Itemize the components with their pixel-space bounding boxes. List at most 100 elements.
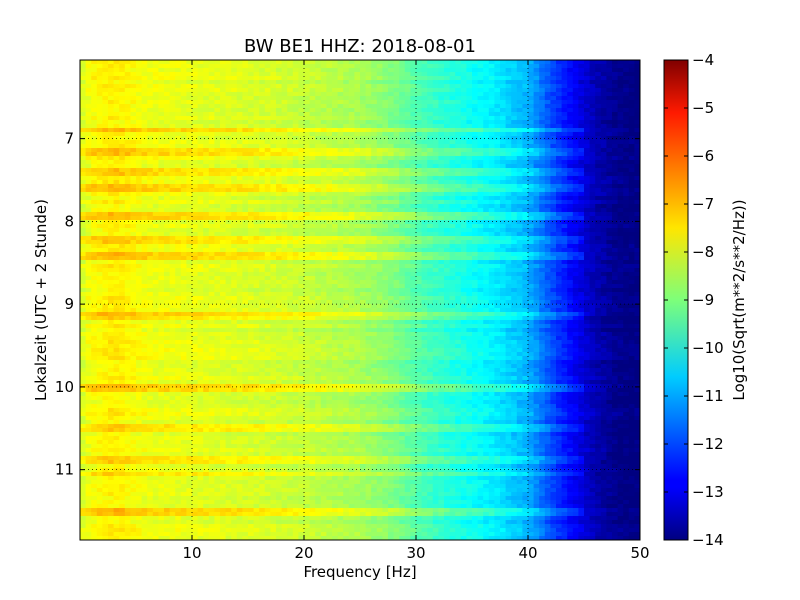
heatmap-cell [561,96,568,101]
heatmap-cell [130,124,137,129]
heatmap-cell [124,108,131,113]
heatmap-cell [337,116,344,121]
heatmap-cell [108,232,115,237]
heatmap-cell [141,232,148,237]
heatmap-cell [572,168,579,173]
heatmap-cell [444,84,451,89]
heatmap-cell [589,180,596,185]
heatmap-cell [421,200,428,205]
heatmap-cell [225,248,232,253]
heatmap-cell [494,72,501,77]
heatmap-cell [393,120,400,125]
heatmap-cell [214,152,221,157]
heatmap-cell [136,244,143,249]
heatmap-cell [539,104,546,109]
heatmap-cell [248,68,255,73]
heatmap-cell [528,180,535,185]
heatmap-cell [539,96,546,101]
heatmap-cell [326,192,333,197]
heatmap-cell [96,80,103,85]
heatmap-cell [124,84,131,89]
heatmap-cell [584,168,591,173]
heatmap-cell [220,164,227,169]
heatmap-cell [354,240,361,245]
heatmap-cell [376,68,383,73]
heatmap-cell [309,188,316,193]
heatmap-cell [259,172,266,177]
heatmap-cell [315,104,322,109]
heatmap-cell [197,232,204,237]
heatmap-cell [298,216,305,221]
heatmap-cell [259,156,266,161]
heatmap-cell [315,76,322,81]
heatmap-cell [483,156,490,161]
heatmap-cell [522,68,529,73]
heatmap-cell [388,112,395,117]
heatmap-cell [315,100,322,105]
heatmap-cell [438,68,445,73]
heatmap-cell [539,84,546,89]
heatmap-cell [130,104,137,109]
heatmap-cell [113,96,120,101]
heatmap-cell [214,232,221,237]
heatmap-cell [522,232,529,237]
heatmap-cell [208,228,215,233]
heatmap-cell [214,88,221,93]
heatmap-cell [472,248,479,253]
heatmap-cell [231,204,238,209]
heatmap-cell [556,256,563,261]
heatmap-cell [365,72,372,77]
heatmap-cell [276,232,283,237]
heatmap-cell [572,116,579,121]
heatmap-cell [343,192,350,197]
heatmap-cell [634,172,640,177]
heatmap-cell [416,192,423,197]
heatmap-cell [550,116,557,121]
heatmap-cell [192,156,199,161]
heatmap-cell [376,216,383,221]
heatmap-cell [438,132,445,137]
heatmap-cell [360,172,367,177]
heatmap-cell [124,224,131,229]
heatmap-cell [388,144,395,149]
heatmap-cell [186,96,193,101]
heatmap-cell [572,248,579,253]
heatmap-cell [432,212,439,217]
heatmap-cell [130,100,137,105]
heatmap-cell [522,188,529,193]
heatmap-cell [298,200,305,205]
heatmap-cell [242,136,249,141]
heatmap-cell [623,244,630,249]
heatmap-cell [427,240,434,245]
heatmap-cell [259,160,266,165]
heatmap-cell [578,192,585,197]
heatmap-cell [533,116,540,121]
heatmap-cell [208,204,215,209]
heatmap-cell [488,200,495,205]
heatmap-cell [248,84,255,89]
heatmap-cell [544,108,551,113]
heatmap-cell [556,136,563,141]
heatmap-cell [600,252,607,257]
heatmap-cell [348,68,355,73]
heatmap-cell [315,200,322,205]
heatmap-cell [623,200,630,205]
heatmap-cell [494,112,501,117]
heatmap-cell [332,180,339,185]
heatmap-cell [584,104,591,109]
heatmap-cell [500,188,507,193]
heatmap-cell [634,132,640,137]
heatmap-cell [152,96,159,101]
heatmap-cell [628,236,635,241]
heatmap-cell [460,248,467,253]
heatmap-cell [236,180,243,185]
heatmap-cell [158,92,165,97]
heatmap-cell [528,132,535,137]
heatmap-cell [438,236,445,241]
heatmap-cell [494,252,501,257]
heatmap-cell [96,188,103,193]
heatmap-cell [281,72,288,77]
heatmap-cell [556,104,563,109]
heatmap-cell [550,208,557,213]
heatmap-cell [119,140,126,145]
